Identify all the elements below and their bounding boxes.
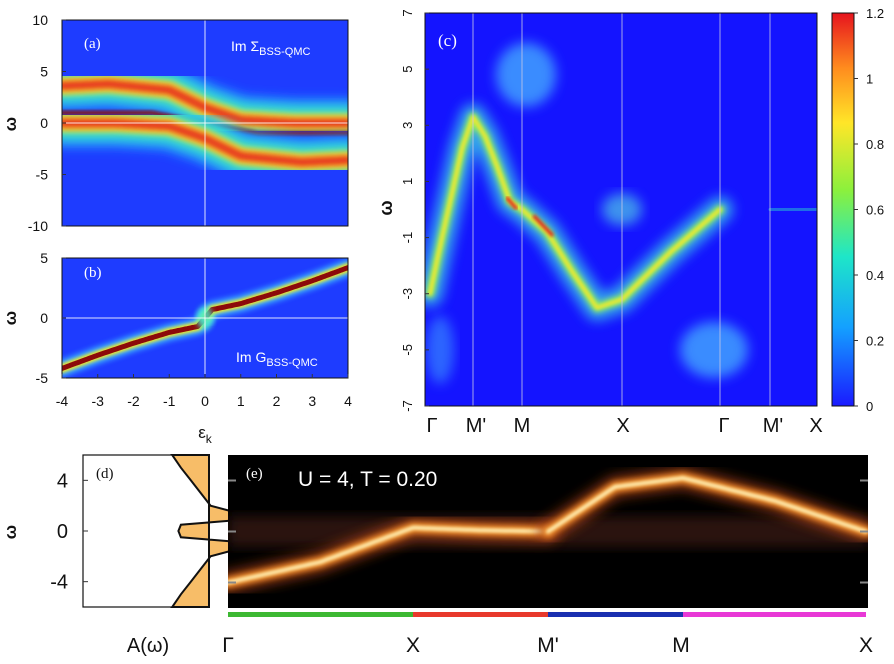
x-tick-label: 3 bbox=[308, 393, 316, 409]
colorbar bbox=[831, 12, 855, 407]
y-tick-label: 4 bbox=[57, 470, 68, 492]
spectral-function-area bbox=[170, 454, 278, 608]
colorbar-tick-label: 0 bbox=[866, 399, 873, 414]
path-segment-bar bbox=[413, 612, 548, 617]
y-tick-label: 0 bbox=[40, 310, 48, 326]
colorbar-tick-label: 1 bbox=[866, 72, 873, 87]
path-segment-bar bbox=[228, 612, 413, 617]
panel-d-xlabel: A(ω) bbox=[127, 635, 169, 657]
panel-c-heatmap bbox=[425, 13, 817, 406]
y-tick-label: 0 bbox=[40, 115, 48, 131]
diffuse-blob-top bbox=[496, 42, 556, 107]
k-point-label: Γ bbox=[222, 634, 234, 657]
panel-c-frame bbox=[424, 12, 818, 407]
band-mp-x-core bbox=[546, 476, 868, 534]
colorbar-tick-label: 0.6 bbox=[866, 203, 884, 218]
panel-b: (b) Im GBSS-QMC ω -5 0 5 -4 -3 -2 -1 0 1 2 3 4 εk bbox=[1, 250, 352, 446]
y-tick-label: 7 bbox=[400, 9, 415, 16]
k-point-label: X bbox=[406, 634, 420, 657]
panel-b-label: (b) bbox=[84, 265, 102, 281]
k-point-label: M bbox=[514, 415, 531, 437]
y-tick-label: -1 bbox=[400, 232, 415, 244]
x-tick-label: -2 bbox=[127, 393, 140, 409]
panel-d: (d) ω -4 0 4 A(ω) bbox=[1, 454, 278, 657]
panel-e: (e) U = 4, T = 0.20 Γ X M' M X bbox=[222, 455, 873, 657]
path-segment-bar bbox=[548, 612, 683, 617]
x-tick-label: -1 bbox=[163, 393, 176, 409]
x-tick-label: 1 bbox=[237, 393, 245, 409]
band-gx-m-core bbox=[228, 525, 550, 585]
band-lower-core bbox=[62, 315, 208, 371]
band-upper-core bbox=[204, 265, 348, 319]
colorbar-tick-label: 0.2 bbox=[866, 334, 884, 349]
x-tick-label: 2 bbox=[273, 393, 281, 409]
k-point-label: M' bbox=[466, 415, 486, 437]
colorbar-tick-label: 1.2 bbox=[866, 6, 884, 21]
k-point-label: X bbox=[616, 415, 629, 437]
panel-a-ylabel: ω bbox=[1, 117, 20, 131]
k-point-label: X bbox=[809, 415, 822, 437]
panel-d-label: (d) bbox=[96, 466, 114, 482]
panel-c: (c) ω -7 -5 -3 -1 1 3 5 7 Γ M' M X Γ M' X 0 0.2 0.4 0.6 0… bbox=[376, 6, 884, 437]
panel-e-heatmap bbox=[228, 467, 868, 594]
panel-c-label: (c) bbox=[438, 31, 457, 50]
y-tick-label: -5 bbox=[36, 370, 49, 386]
y-tick-label: 5 bbox=[40, 64, 48, 80]
panel-b-ylabel: ω bbox=[1, 311, 20, 325]
y-tick-label: 3 bbox=[400, 122, 415, 129]
x-tick-label: 0 bbox=[201, 393, 209, 409]
hot-spot-2 bbox=[532, 214, 554, 237]
y-tick-label: -4 bbox=[50, 572, 68, 594]
k-point-label: M bbox=[672, 634, 690, 657]
diffuse-blob-left bbox=[426, 315, 454, 384]
y-tick-label: -5 bbox=[36, 167, 49, 183]
panel-d-ylabel: ω bbox=[1, 525, 20, 539]
hot-spot-1 bbox=[505, 196, 518, 210]
colorbar-tick-label: 0.4 bbox=[866, 268, 884, 283]
panel-a-label: (a) bbox=[84, 36, 101, 52]
panel-a-annotation: Im ΣBSS-QMC bbox=[231, 38, 311, 58]
k-point-label: X bbox=[859, 634, 873, 657]
panel-a-heatmap bbox=[62, 20, 348, 226]
k-point-label: Γ bbox=[426, 415, 437, 437]
k-point-label: M' bbox=[763, 415, 783, 437]
k-point-label: M' bbox=[537, 634, 559, 657]
diffuse-blob-bottom bbox=[680, 321, 748, 378]
panel-a: (a) Im ΣBSS-QMC ω -10 -5 0 5 10 bbox=[1, 12, 349, 234]
y-tick-label: -5 bbox=[400, 344, 415, 356]
y-tick-label: 5 bbox=[40, 250, 48, 266]
panel-c-ylabel: ω bbox=[376, 200, 396, 215]
y-tick-label: 1 bbox=[400, 178, 415, 185]
y-tick-label: -7 bbox=[400, 400, 415, 412]
panel-e-title: U = 4, T = 0.20 bbox=[298, 468, 437, 491]
x-tick-label: -4 bbox=[56, 393, 69, 409]
y-tick-label: -10 bbox=[28, 218, 48, 234]
panel-b-xlabel: εk bbox=[198, 423, 213, 446]
y-tick-label: -3 bbox=[400, 288, 415, 300]
panel-b-annotation: Im GBSS-QMC bbox=[236, 349, 318, 369]
panel-b-heatmap bbox=[62, 258, 348, 378]
path-segment-bar bbox=[683, 612, 866, 617]
y-tick-label: 0 bbox=[57, 521, 68, 543]
x-tick-label: -3 bbox=[92, 393, 105, 409]
x-tick-label: 4 bbox=[344, 393, 352, 409]
colorbar-tick-label: 0.8 bbox=[866, 137, 884, 152]
k-point-label: Γ bbox=[718, 415, 729, 437]
y-tick-label: 10 bbox=[32, 12, 48, 28]
panel-e-label: (e) bbox=[246, 466, 263, 482]
y-tick-label: 5 bbox=[400, 66, 415, 73]
